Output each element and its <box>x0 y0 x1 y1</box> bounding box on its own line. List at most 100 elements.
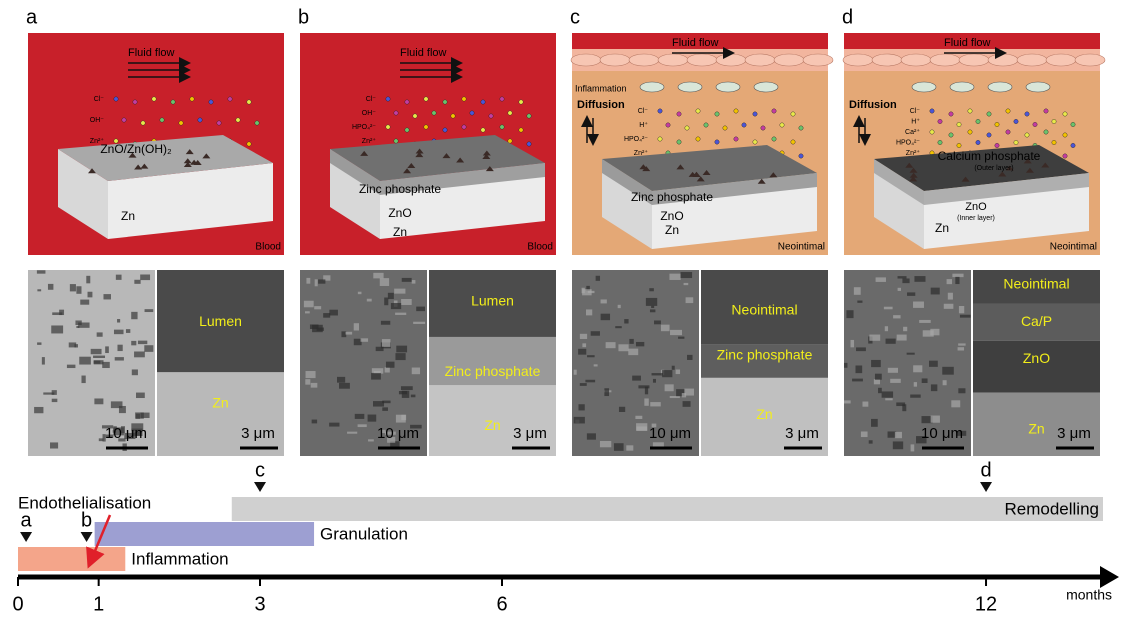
sem-texture <box>399 391 407 394</box>
ion <box>171 100 175 104</box>
sem-texture <box>929 361 938 367</box>
sem-texture <box>48 284 53 290</box>
fluid-flow-label: Fluid flow <box>672 37 719 49</box>
ion <box>424 125 428 129</box>
ion <box>761 126 765 130</box>
sem-texture <box>337 377 345 383</box>
sem-texture <box>958 347 964 350</box>
sem-texture <box>396 346 407 353</box>
sem-texture <box>99 438 104 441</box>
sem-texture <box>578 404 584 410</box>
sem-texture <box>683 401 691 407</box>
ion <box>957 122 961 126</box>
sem-texture <box>958 388 965 393</box>
sem-texture <box>687 355 692 360</box>
phase-bar <box>18 547 125 571</box>
coating-label: (Inner layer) <box>957 215 995 222</box>
sem-texture <box>111 401 123 408</box>
ion <box>987 112 991 116</box>
sem-texture <box>948 293 953 300</box>
cell <box>1075 54 1105 66</box>
sem-texture <box>600 441 611 447</box>
sem-texture <box>857 301 862 303</box>
event-label: Endothelialisation <box>18 493 151 512</box>
substrate-label: Zn <box>665 223 679 237</box>
sem-texture <box>381 321 390 325</box>
sem-texture <box>669 274 680 280</box>
sem-texture <box>37 270 46 273</box>
sem-texture <box>684 283 689 285</box>
sem-texture <box>134 351 145 357</box>
ion <box>995 122 999 126</box>
ion-label: Zn²⁺ <box>362 137 377 145</box>
tick-label: 12 <box>975 593 997 615</box>
ion <box>1006 130 1010 134</box>
phase-bar <box>95 522 314 546</box>
ion <box>995 143 999 147</box>
sem-texture <box>374 371 381 373</box>
substrate-label: Zn <box>935 221 949 235</box>
ion-label: HPO₄²⁻ <box>352 124 376 131</box>
sem-texture <box>385 367 390 372</box>
ion <box>500 97 504 101</box>
scale-label: 3 μm <box>785 425 819 442</box>
sem-texture <box>105 346 109 353</box>
cell <box>988 54 1018 66</box>
sem-texture <box>310 324 319 329</box>
sem-texture <box>911 444 915 451</box>
ion <box>938 119 942 123</box>
sem-texture <box>931 416 940 423</box>
sem-texture <box>855 366 862 374</box>
ion <box>1033 122 1037 126</box>
ion <box>527 142 531 146</box>
sem-texture <box>76 286 81 294</box>
macrophage <box>716 82 740 92</box>
marker-triangle <box>81 532 93 542</box>
macrophage <box>1026 82 1050 92</box>
ion <box>1063 154 1067 158</box>
side-label: Inflammation <box>575 83 627 93</box>
sem-layer <box>157 372 284 456</box>
sem-texture <box>886 339 896 344</box>
ion <box>968 130 972 134</box>
ion <box>666 123 670 127</box>
side-label: Diffusion <box>577 99 625 111</box>
panel: bFluid flowCl⁻OH⁻HPO₄²⁻Zn²⁺Zinc phosphat… <box>298 6 556 456</box>
sem-texture <box>93 356 105 358</box>
sem-texture <box>69 342 76 347</box>
layer-label: Ca/P <box>1021 313 1052 329</box>
ion <box>772 137 776 141</box>
tick-label: 6 <box>496 593 507 615</box>
marker-triangle <box>254 482 266 492</box>
sem-texture <box>117 319 120 322</box>
sem-texture <box>615 326 622 328</box>
cell <box>600 54 630 66</box>
ion <box>677 140 681 144</box>
sem-texture <box>902 404 906 411</box>
sem-texture <box>874 379 880 384</box>
ion <box>508 111 512 115</box>
ion <box>424 97 428 101</box>
ion <box>987 133 991 137</box>
sem-texture <box>79 357 91 365</box>
sem-texture <box>850 340 854 347</box>
sem-texture <box>662 370 672 377</box>
sem-texture <box>67 365 76 368</box>
sem-texture <box>394 289 405 294</box>
sem-texture <box>134 280 140 284</box>
marker-label: a <box>21 509 33 531</box>
sem-texture <box>861 431 868 437</box>
sem-texture <box>587 355 595 357</box>
ion <box>658 137 662 141</box>
sem-texture <box>384 298 388 306</box>
sem-texture <box>882 391 893 397</box>
sem-texture <box>661 325 670 332</box>
sem-texture <box>601 299 607 303</box>
sem-texture <box>923 330 934 336</box>
sem-texture <box>591 331 600 336</box>
sem-texture <box>869 335 880 341</box>
ion-label: Cl⁻ <box>366 96 377 103</box>
cell <box>629 54 659 66</box>
ion <box>247 100 251 104</box>
sem-texture <box>42 357 45 364</box>
